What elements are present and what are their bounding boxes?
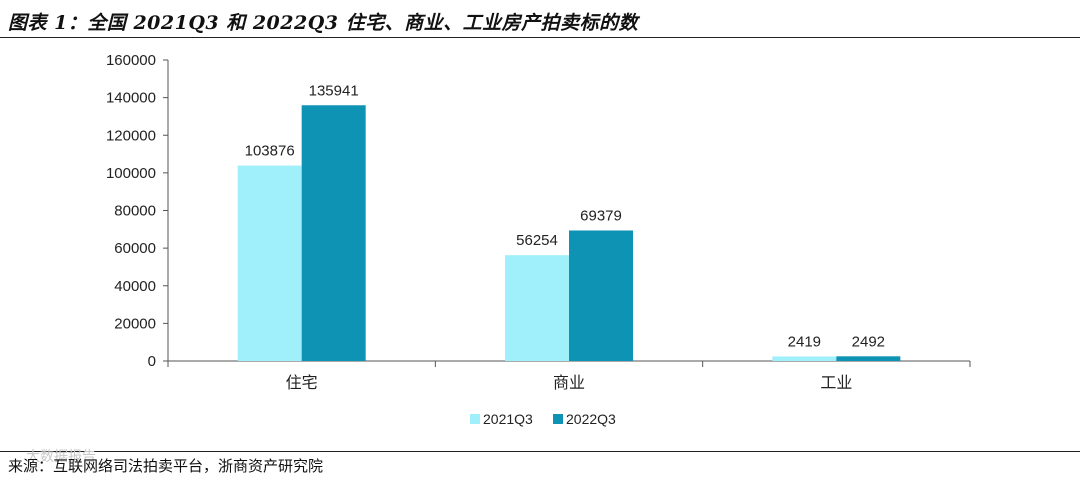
bar-2021q3 [237,165,302,361]
legend-label: 2021Q3 [483,411,533,427]
category-label: 住宅 [286,373,318,392]
bar-2021q3 [505,255,569,361]
legend-label: 2022Q3 [566,411,616,427]
bar-2022q3 [836,356,901,361]
category-label: 商业 [553,373,585,392]
top-rule [0,37,1080,38]
data-label: 56254 [516,232,558,249]
y-tick-label: 140000 [106,90,156,107]
data-label: 2419 [788,333,821,350]
legend-swatch [553,414,563,424]
bar-2022q3 [301,105,366,362]
y-tick-label: 20000 [114,315,156,332]
data-label: 69379 [580,207,622,224]
data-label: 2492 [852,333,885,350]
figure-title: 图表 1：全国 2021Q3 和 2022Q3 住宅、商业、工业房产拍卖标的数 [8,12,639,34]
bottom-rule [0,451,1080,452]
category-label: 工业 [820,373,852,392]
bar-2021q3 [772,356,837,361]
watermark: 大数据报告 [26,449,96,465]
y-tick-label: 120000 [106,127,156,144]
y-tick-label: 80000 [114,203,156,220]
y-tick-label: 0 [148,353,156,370]
y-tick-label: 60000 [114,240,156,257]
data-label: 103876 [245,143,295,160]
bar-chart: 0 20000 40000 60000 80000 100000 120000 140000 1… [106,52,971,427]
y-tick-label: 100000 [106,165,156,182]
y-tick-label: 40000 [114,278,156,295]
data-label: 135941 [309,82,359,99]
bar-2022q3 [569,230,633,361]
source-note: 来源：互联网络司法拍卖平台，浙商资产研究院 [8,457,324,475]
y-tick-label: 160000 [106,52,156,69]
legend-swatch [470,414,480,424]
